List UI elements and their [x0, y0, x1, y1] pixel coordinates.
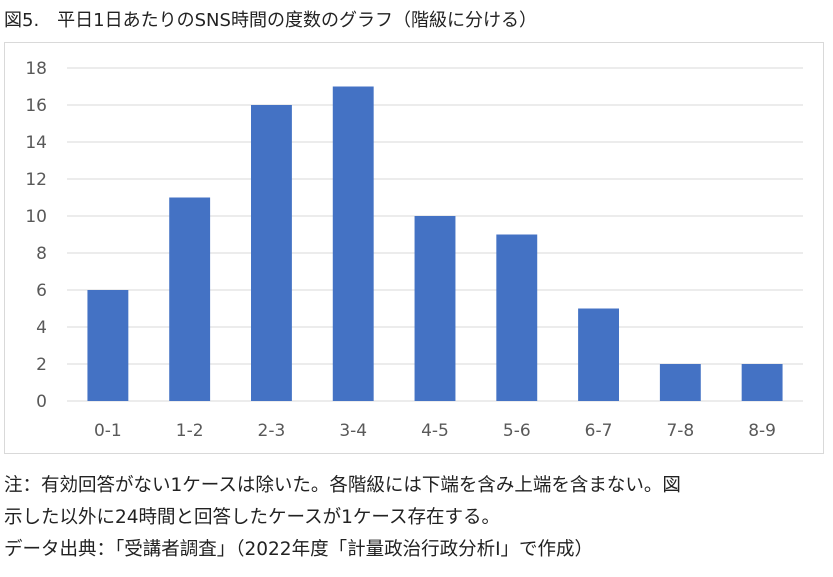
- x-tick-label-7-8: 7-8: [666, 421, 694, 441]
- bar-1-2: [169, 197, 211, 401]
- notes: 注：有効回答がない1ケースは除いた。各階級には下端を含み上端を含まない。図 示し…: [4, 470, 681, 566]
- bar-5-6: [496, 234, 538, 401]
- y-tick-label-12: 12: [25, 170, 47, 190]
- y-tick-label-16: 16: [25, 96, 47, 116]
- note-line-2: 示した以外に24時間と回答したケースが1ケース存在する。: [4, 507, 500, 528]
- bar-3-4: [332, 86, 374, 401]
- x-tick-label-6-7: 6-7: [585, 421, 613, 441]
- y-tick-label-6: 6: [36, 281, 47, 301]
- bar-7-8: [659, 364, 701, 401]
- x-tick-label-8-9: 8-9: [748, 421, 776, 441]
- y-tick-label-18: 18: [25, 59, 47, 79]
- chart-frame: 0 2 4 6 8 10 12 14 16 18 0-1 1-2 2-3 3-4 4-5 5-6 6-7 7-8 8…: [4, 42, 824, 454]
- bar-4-5: [414, 216, 456, 401]
- bar-0-1: [87, 290, 129, 401]
- x-tick-label-5-6: 5-6: [503, 421, 531, 441]
- y-tick-label-10: 10: [25, 207, 47, 227]
- y-tick-label-14: 14: [25, 133, 47, 153]
- figure-caption: 図5. 平日1日あたりのSNS時間の度数のグラフ（階級に分ける）: [4, 10, 537, 31]
- bar-2-3: [251, 105, 292, 401]
- bar-chart: 0 2 4 6 8 10 12 14 16 18 0-1 1-2 2-3 3-4 4-5 5-6 6-7 7-8 8…: [25, 59, 803, 441]
- y-tick-label-2: 2: [36, 355, 47, 375]
- note-line-3: データ出典：「受講者調査」（2022年度「計量政治行政分析Ⅰ」で作成）: [4, 539, 594, 560]
- x-tick-label-2-3: 2-3: [258, 421, 286, 441]
- y-tick-label-4: 4: [36, 318, 47, 338]
- x-tick-label-3-4: 3-4: [339, 421, 367, 441]
- y-tick-label-0: 0: [36, 392, 47, 412]
- x-tick-label-1-2: 1-2: [176, 421, 204, 441]
- note-line-1: 注：有効回答がない1ケースは除いた。各階級には下端を含み上端を含まない。図: [4, 475, 681, 496]
- bar-8-9: [741, 364, 783, 401]
- y-tick-label-8: 8: [36, 244, 47, 264]
- x-tick-label-0-1: 0-1: [94, 421, 122, 441]
- bar-6-7: [578, 308, 619, 401]
- x-tick-label-4-5: 4-5: [421, 421, 449, 441]
